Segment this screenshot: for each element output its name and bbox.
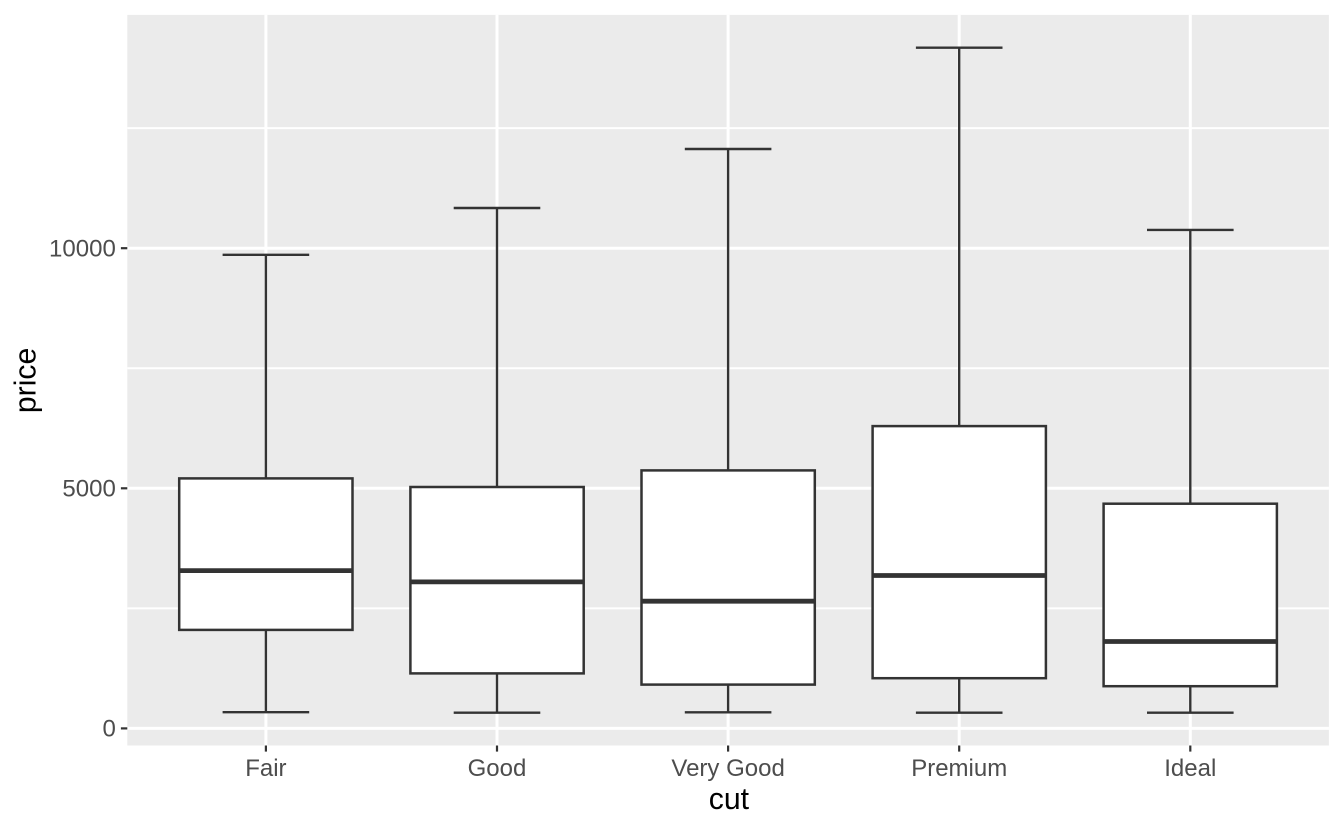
svg-text:5000: 5000 [62,476,115,503]
svg-text:Very Good: Very Good [671,755,784,782]
svg-text:10000: 10000 [49,235,116,262]
svg-text:cut: cut [709,783,750,816]
svg-text:Fair: Fair [245,755,286,782]
svg-text:0: 0 [102,716,115,743]
svg-text:Premium: Premium [911,755,1007,782]
svg-text:Ideal: Ideal [1164,755,1216,782]
svg-text:price: price [9,348,42,413]
svg-text:Good: Good [468,755,527,782]
